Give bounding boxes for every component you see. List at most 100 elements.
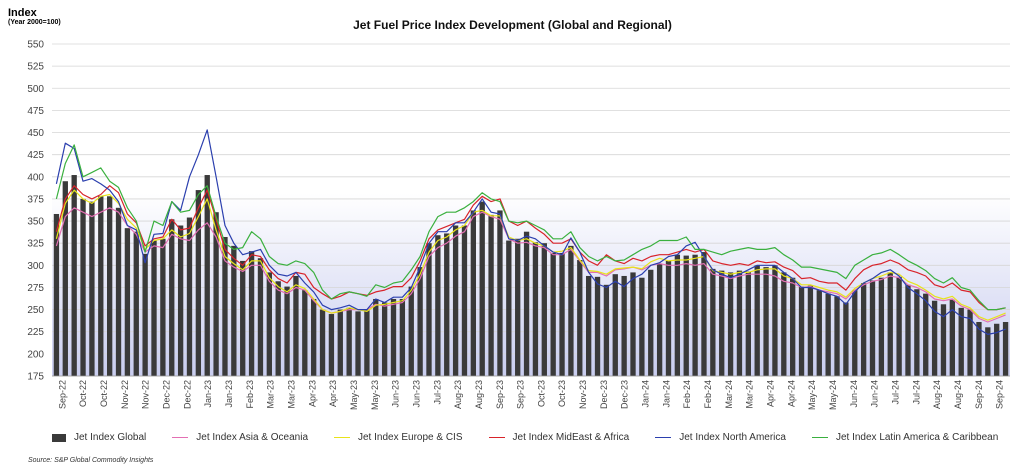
bar [594,276,601,376]
bar [515,238,521,376]
bar [976,321,982,376]
bar [550,252,556,376]
bar [319,309,326,376]
bar [426,243,432,376]
bar [497,210,503,376]
bar [231,245,237,376]
y-axis-title: Index [8,7,37,19]
bar [692,254,698,376]
x-tick-label: Jun-23 [411,380,421,408]
x-tick-label: May-23 [370,380,380,410]
bar [169,219,175,376]
plot-area [52,44,1010,376]
y-tick-label: 175 [27,372,44,383]
bar [488,214,494,376]
bar [559,252,565,376]
x-tick-label: Sep-23 [516,380,526,409]
bar [435,235,441,376]
bar [53,213,60,376]
bar [887,272,893,376]
bar [798,286,805,376]
bar [355,311,361,376]
bar [115,207,122,376]
bar [719,270,725,376]
y-tick-label: 500 [27,84,44,95]
x-tick-label: Jan-24 [661,380,671,408]
bar [523,231,530,376]
bar [71,175,77,376]
y-tick-label: 475 [27,106,44,117]
y-tick-label: 325 [27,239,44,250]
bar [417,267,423,376]
bar [772,265,778,376]
bar [364,309,370,376]
x-tick-label: Dec-23 [599,380,609,409]
bar [905,284,911,376]
bar [967,309,973,376]
bar [311,298,317,376]
y-axis-subtitle: (Year 2000=100) [8,19,61,26]
bar [151,240,157,376]
x-tick-label: Dec-23 [620,380,630,409]
x-tick-label: Jan-24 [641,380,651,408]
bar [222,237,228,376]
bar [461,225,468,376]
bar [852,290,858,376]
chart-title: Jet Fuel Price Index Development (Global… [353,18,672,32]
legend-item-latam: Jet Index Latin America & Caribbean [811,432,998,443]
x-tick-label: Apr-23 [328,380,338,407]
y-axis-heading: Index (Year 2000=100) [8,7,61,27]
bar [727,272,734,376]
legend-swatch-global [52,433,66,442]
bar [177,225,184,376]
bar [106,196,113,376]
legend-label-asia: Jet Index Asia & Oceania [196,432,308,443]
bar [541,243,547,376]
bar [80,198,86,376]
bar [62,181,68,376]
x-tick-label: Feb-23 [245,380,255,409]
x-tick-label: Feb-24 [682,380,692,409]
bar [834,296,840,376]
bar [124,228,131,376]
bar [470,210,477,376]
bar [878,277,885,376]
bar [257,258,264,376]
legend-label-europe: Jet Index Europe & CIS [358,432,463,443]
x-tick-label: May-24 [828,380,838,410]
bar [985,327,991,376]
legend-swatch-asia [172,436,189,439]
legend-item-north-america: Jet Index North America [655,432,786,443]
series-line [55,189,1006,321]
bar [630,272,636,376]
bar [328,314,335,376]
legend: Jet Index Global Jet Index Asia & Oceani… [52,432,1012,443]
bar [639,277,645,376]
series-line [55,185,1006,311]
bar [399,298,406,376]
bar [914,289,920,376]
y-tick-label: 525 [27,62,44,73]
x-tick-label: Jul-24 [911,380,921,405]
x-tick-label: Dec-22 [162,380,172,409]
bar [204,175,210,376]
series-line [55,129,1006,335]
bar [293,275,299,376]
bar [160,238,166,376]
bar [958,307,964,376]
x-tick-label: Apr-24 [766,380,776,407]
x-tick-label: Oct-23 [557,380,567,407]
bar [869,280,876,376]
bar [621,275,627,376]
bar [763,267,769,376]
x-tick-label: Sep-24 [995,380,1005,409]
x-tick-label: Aug-23 [453,380,463,409]
x-tick-label: Nov-22 [120,380,130,409]
legend-swatch-europe [334,436,350,439]
y-tick-label: 400 [27,172,44,183]
legend-item-europe: Jet Index Europe & CIS [334,432,463,443]
x-tick-label: Sep-24 [974,380,984,409]
x-tick-label: May-23 [349,380,359,410]
x-tick-label: Mar-23 [287,380,297,409]
